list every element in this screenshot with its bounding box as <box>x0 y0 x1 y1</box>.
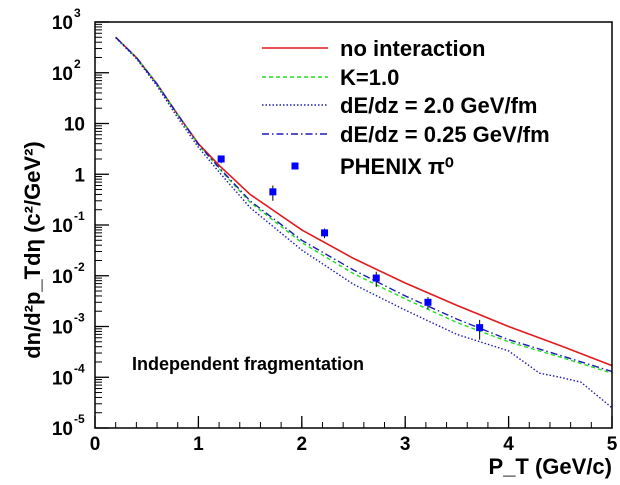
x-tick-label: 5 <box>607 434 618 455</box>
y-tick-exponent: -2 <box>74 260 85 274</box>
series-line-2 <box>115 37 612 409</box>
x-tick-label: 3 <box>400 434 411 455</box>
x-tick-label: 1 <box>193 434 204 455</box>
y-tick-label: 10 <box>64 115 85 136</box>
data-point <box>321 229 329 237</box>
data-point <box>269 188 277 196</box>
plot-area <box>115 36 612 409</box>
y-tick-exponent: -1 <box>74 209 85 223</box>
x-tick-label: 4 <box>503 434 514 455</box>
y-tick-exponent: -5 <box>74 412 85 426</box>
legend-label: PHENIX π⁰ <box>340 154 454 179</box>
data-point <box>424 298 432 306</box>
legend-label: K=1.0 <box>340 65 399 90</box>
y-tick-label: 10 <box>52 216 73 237</box>
series-line-1 <box>115 36 612 374</box>
x-tick-label: 2 <box>297 434 308 455</box>
y-tick-label: 1 <box>74 165 85 186</box>
y-tick-label: 10 <box>52 318 73 339</box>
y-tick-exponent: -3 <box>74 311 85 325</box>
y-tick-exponent: 3 <box>74 6 81 20</box>
legend-label: no interaction <box>340 36 485 61</box>
y-tick-label: 10 <box>52 368 73 389</box>
legend-label: dE/dz = 2.0 GeV/fm <box>340 93 537 118</box>
y-tick-exponent: 2 <box>74 57 81 71</box>
y-tick-label: 10 <box>52 13 73 34</box>
annotation-label: Independent fragmentation <box>132 354 364 374</box>
y-tick-label: 10 <box>52 64 73 85</box>
y-tick-exponent: -4 <box>74 361 85 375</box>
data-point <box>476 324 484 332</box>
y-axis-title: dn/d²p_Tdη (c²/GeV²) <box>20 141 45 359</box>
x-axis-title: P_T (GeV/c) <box>489 454 612 479</box>
legend-label: dE/dz = 0.25 GeV/fm <box>340 122 550 147</box>
series-line-3 <box>115 36 612 373</box>
data-point <box>217 155 225 163</box>
y-tick-label: 10 <box>52 419 73 440</box>
legend-marker <box>291 162 299 170</box>
legend: no interaction K=1.0 dE/dz = 2.0 GeV/fm dE/… <box>262 36 550 179</box>
y-tick-label: 10 <box>52 267 73 288</box>
x-tick-label: 0 <box>90 434 101 455</box>
data-point <box>372 274 380 282</box>
